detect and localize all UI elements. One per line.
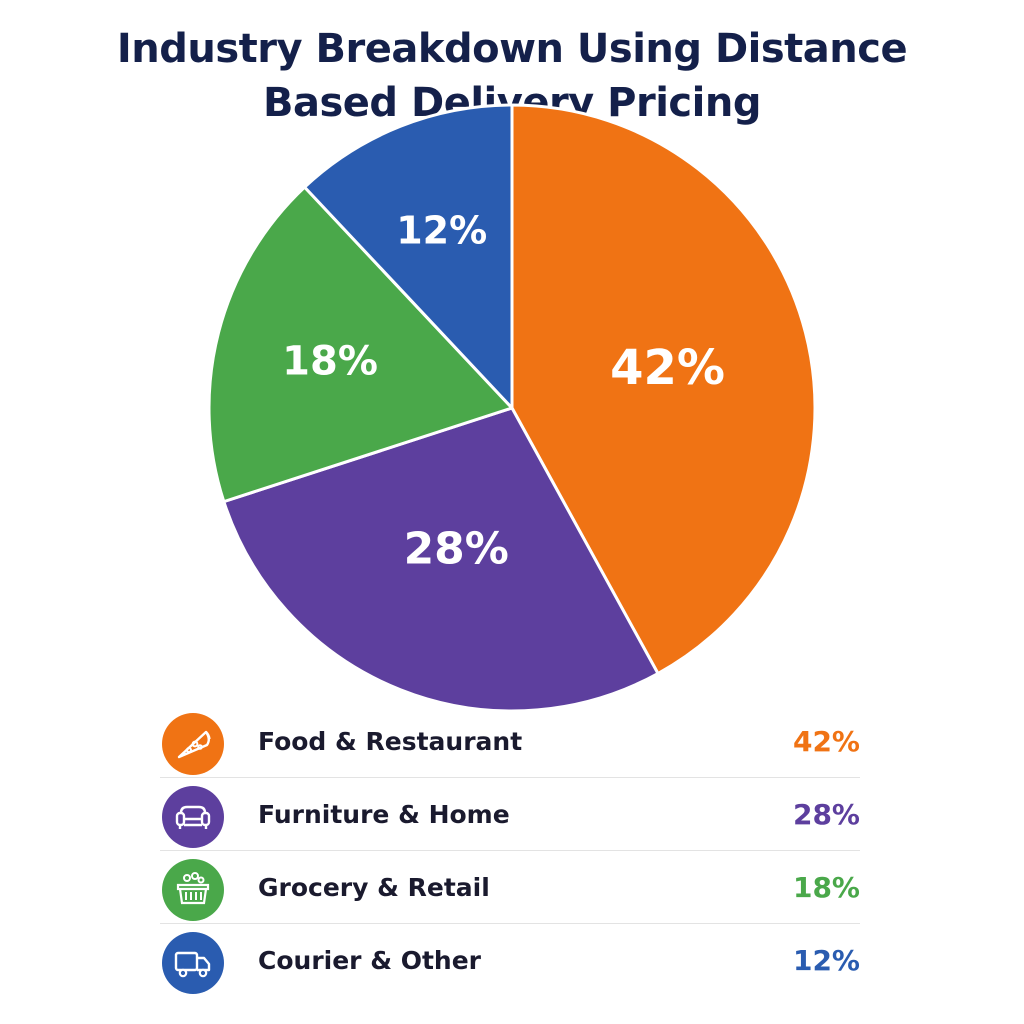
slice-data-label: 12%: [396, 209, 487, 253]
legend-item-grocery: Grocery & Retail 18%: [160, 851, 860, 924]
legend-label: Courier & Other: [258, 946, 481, 975]
legend-value: 28%: [792, 798, 860, 831]
legend-label: Grocery & Retail: [258, 873, 490, 902]
legend: Food & Restaurant 42% Furniture & Home 2…: [160, 705, 860, 996]
legend-value: 42%: [792, 725, 860, 758]
slice-data-label: 42%: [610, 340, 725, 396]
legend-item-food: Food & Restaurant 42%: [160, 705, 860, 778]
pie-slice-furniture-home: [222, 406, 660, 713]
basket-icon: [162, 859, 224, 921]
pie-slice-courier-other: [303, 103, 514, 410]
sofa-icon: [162, 786, 224, 848]
pie-slice-food-restaurant: [510, 103, 817, 676]
pie-slice-grocery-retail: [207, 185, 514, 504]
slice-data-label: 18%: [282, 338, 378, 384]
legend-label: Food & Restaurant: [258, 727, 523, 756]
legend-item-furniture: Furniture & Home 28%: [160, 778, 860, 851]
pizza-icon: [162, 713, 224, 775]
chart-title: Industry Breakdown Using Distance Based …: [0, 22, 1024, 130]
truck-icon: [162, 932, 224, 994]
chart-title-line-1: Industry Breakdown Using Distance: [116, 26, 908, 72]
legend-value: 18%: [792, 871, 860, 904]
legend-value: 12%: [792, 944, 860, 977]
legend-label: Furniture & Home: [258, 800, 510, 829]
legend-item-courier: Courier & Other 12%: [160, 924, 860, 996]
slice-data-label: 28%: [404, 523, 509, 574]
